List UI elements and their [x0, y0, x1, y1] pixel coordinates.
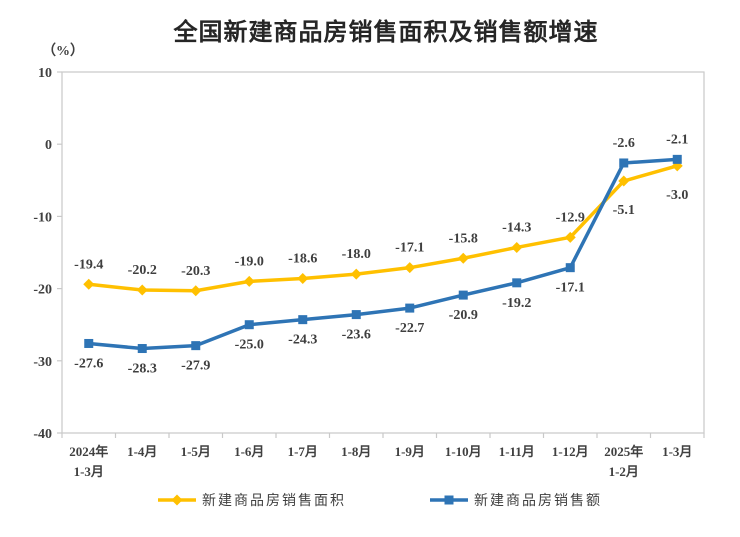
data-point-marker — [191, 341, 201, 351]
legend-marker — [171, 494, 183, 506]
series-line-1 — [87, 157, 679, 351]
y-axis-label: -20 — [33, 283, 52, 298]
chart-title: 全国新建商品房销售面积及销售额增速 — [173, 19, 599, 46]
legend-label: 新建商品房销售额 — [474, 492, 602, 508]
x-axis-label: 1-11月 — [499, 444, 535, 459]
data-point-label: -3.0 — [666, 188, 688, 203]
data-point-label: -23.6 — [342, 328, 371, 343]
x-axis-label: 1-10月 — [445, 444, 482, 459]
data-point-marker — [83, 278, 95, 290]
data-point-marker — [297, 272, 309, 284]
data-point-marker — [137, 344, 147, 354]
data-point-marker — [404, 262, 416, 274]
data-point-label: -28.3 — [128, 362, 157, 377]
x-axis-label: 1-2月 — [609, 464, 639, 479]
data-point-label: -20.9 — [449, 308, 478, 323]
x-axis-label: 1-9月 — [395, 444, 425, 459]
data-point-label: -15.8 — [449, 231, 478, 246]
data-point-marker — [351, 310, 361, 320]
legend-label: 新建商品房销售面积 — [202, 492, 346, 508]
data-point-marker — [672, 154, 682, 164]
legend-marker — [444, 495, 454, 505]
data-point-label: -24.3 — [288, 333, 317, 348]
data-point-marker — [298, 315, 308, 325]
data-point-marker — [564, 231, 576, 243]
data-point-label: -2.6 — [613, 136, 635, 151]
data-point-label: -19.0 — [235, 254, 264, 269]
x-axis-label: 1-3月 — [662, 444, 692, 459]
data-point-marker — [618, 175, 630, 187]
data-point-marker — [619, 158, 629, 168]
x-axis-label: 2025年 — [604, 444, 643, 459]
data-point-label: -27.6 — [74, 356, 103, 371]
plot-border — [61, 71, 705, 434]
data-point-label: -19.4 — [74, 257, 103, 272]
data-point-marker — [458, 290, 468, 300]
data-point-label: -5.1 — [613, 203, 635, 218]
data-point-label: -14.3 — [502, 220, 531, 235]
data-point-marker — [244, 320, 254, 330]
data-point-marker — [511, 241, 523, 253]
y-axis-unit-label: （%） — [42, 44, 84, 59]
data-point-marker — [84, 338, 94, 348]
x-axis-label: 1-7月 — [288, 444, 318, 459]
x-axis-label: 1-4月 — [127, 444, 157, 459]
x-axis-label: 1-12月 — [552, 444, 589, 459]
data-point-label: -27.9 — [181, 359, 210, 374]
x-axis-label: 2024年 — [69, 444, 108, 459]
data-point-label: -2.1 — [666, 132, 688, 147]
x-axis-label: 1-6月 — [234, 444, 264, 459]
data-point-marker — [243, 275, 255, 287]
y-axis-label: 10 — [38, 66, 52, 81]
series-line-0 — [87, 164, 679, 293]
y-axis-label: 0 — [45, 138, 52, 153]
data-point-label: -20.3 — [181, 264, 210, 279]
data-point-label: -17.1 — [556, 281, 585, 296]
data-point-marker — [405, 303, 415, 313]
y-axis-label: -10 — [33, 210, 52, 225]
x-axis-label: 1-5月 — [181, 444, 211, 459]
data-point-label: -18.6 — [288, 251, 317, 266]
x-axis-label: 1-8月 — [341, 444, 371, 459]
data-point-marker — [190, 285, 202, 297]
data-point-marker — [457, 252, 469, 264]
data-point-marker — [512, 278, 522, 288]
data-point-label: -18.0 — [342, 247, 371, 262]
data-point-label: -20.2 — [128, 263, 157, 278]
data-point-label: -25.0 — [235, 338, 264, 353]
y-axis-label: -30 — [33, 355, 52, 370]
data-point-label: -17.1 — [395, 241, 424, 256]
y-axis-label: -40 — [33, 427, 52, 442]
data-point-marker — [350, 268, 362, 280]
data-point-label: -12.9 — [556, 210, 585, 225]
data-point-label: -22.7 — [395, 321, 424, 336]
data-point-marker — [136, 284, 148, 296]
data-point-label: -19.2 — [502, 296, 531, 311]
data-point-marker — [565, 263, 575, 273]
x-axis-label: 1-3月 — [74, 464, 104, 479]
